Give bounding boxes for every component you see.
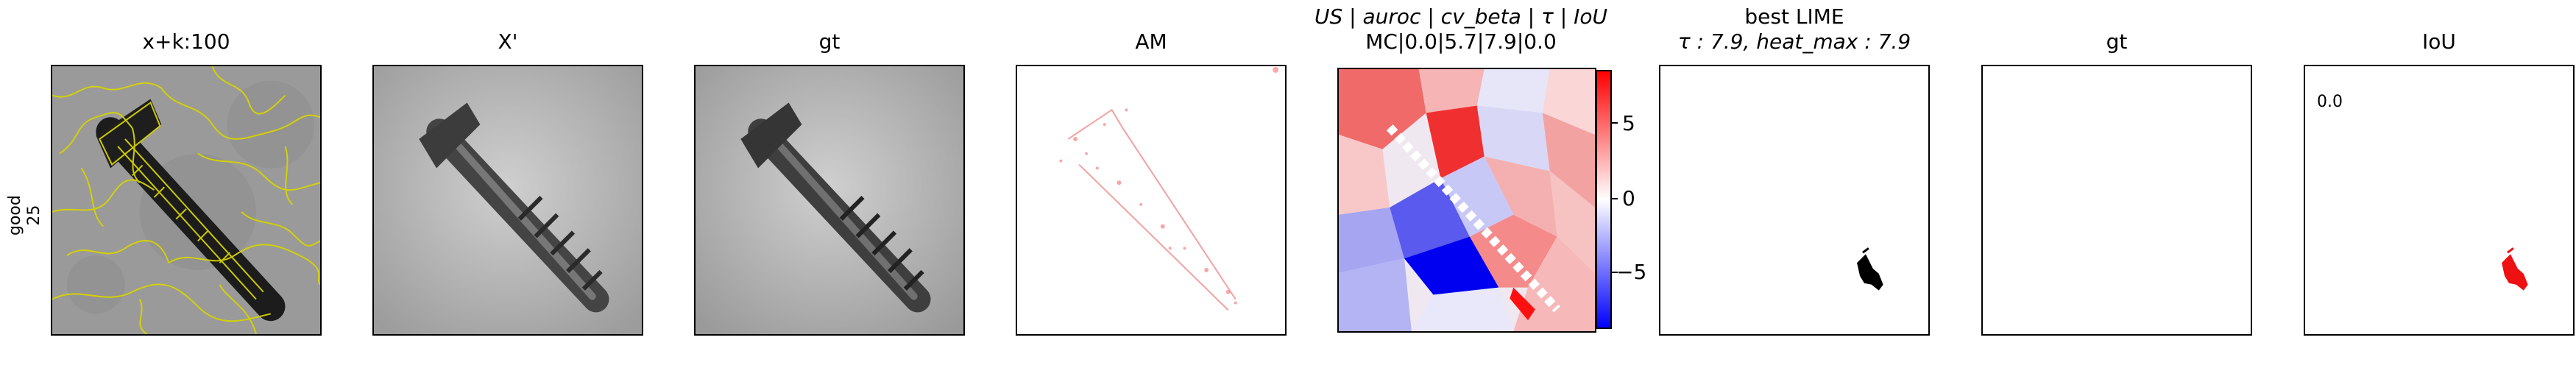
panel-title-gt2: gt xyxy=(2106,29,2128,54)
panel-title-best-lime-line2: τ : 7.9, heat_max : 7.9 xyxy=(1677,29,1911,54)
panel-title-iou: IoU xyxy=(2422,29,2456,54)
iou-mask-image xyxy=(2305,66,2573,334)
panel-gt-mask xyxy=(1981,65,2252,336)
panel-title-us-line2: MC|0.0|5.7|7.9|0.0 xyxy=(1365,29,1557,54)
panel-title-us-line1: US | auroc | cv_beta | τ | IoU xyxy=(1314,4,1607,29)
colorbar-tick-minus5 xyxy=(1612,272,1618,273)
panel-title-am: AM xyxy=(1135,29,1167,54)
best-lime-mask-image xyxy=(1660,66,1928,334)
panel-gt-image xyxy=(694,65,965,336)
panel-title-input: x+k:100 xyxy=(142,29,230,54)
colorbar xyxy=(1596,70,1612,329)
panel-best-lime-mask xyxy=(1659,65,1930,336)
panel-reconstruction xyxy=(372,65,643,336)
row-label-text: good 25 xyxy=(6,195,43,236)
colorbar-tick-5 xyxy=(1612,122,1618,124)
iou-score-text: 0.0 xyxy=(2317,93,2343,111)
panel-title-best-lime-line1: best LIME xyxy=(1744,4,1844,29)
anomaly-map-image xyxy=(1017,66,1285,334)
panel-title-gt: gt xyxy=(818,29,841,54)
colorbar-label-minus5: −5 xyxy=(1616,260,1647,284)
lime-heatmap-image xyxy=(1339,69,1595,331)
panel-input-superpixels xyxy=(51,65,322,336)
panel-title-best-lime: best LIME τ : 7.9, heat_max : 7.9 xyxy=(1659,4,1930,54)
gt-mask-image xyxy=(1983,66,2251,334)
screw-superpixel-image xyxy=(52,66,320,334)
colorbar-label-5: 5 xyxy=(1622,111,1635,135)
screw-reconstruction-image xyxy=(374,66,642,334)
panel-lime-heatmap xyxy=(1337,68,1596,333)
panel-title-us: US | auroc | cv_beta | τ | IoU MC|0.0|5.… xyxy=(1270,4,1652,54)
panel-title-reconstruction: X' xyxy=(498,29,518,54)
panel-iou-mask xyxy=(2304,65,2575,336)
panel-anomaly-map xyxy=(1016,65,1287,336)
colorbar-label-0: 0 xyxy=(1622,186,1635,210)
colorbar-tick-0 xyxy=(1612,198,1618,199)
row-label: good 25 xyxy=(6,177,43,236)
screw-gt-image xyxy=(696,66,963,334)
